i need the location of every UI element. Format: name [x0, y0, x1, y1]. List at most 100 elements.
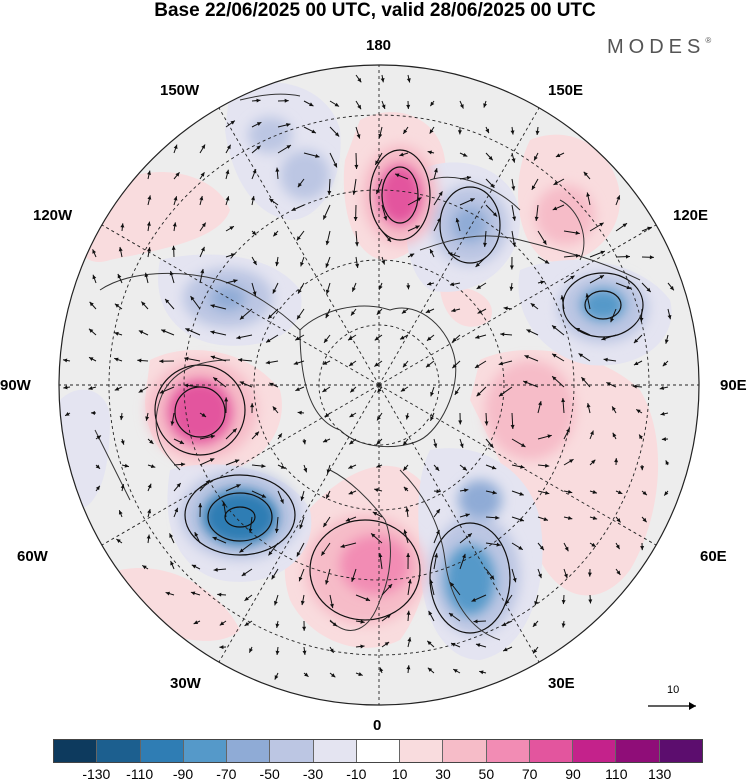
wind-vector-head	[311, 129, 316, 134]
wind-vector-head	[222, 501, 227, 506]
wind-vector-head	[291, 207, 296, 211]
wind-vector-head	[88, 386, 93, 390]
wind-vector-head	[210, 330, 215, 335]
wind-vector-head	[664, 491, 669, 496]
wind-vector-head	[374, 362, 379, 367]
wind-vector-head	[293, 361, 299, 365]
wind-vector-head	[435, 509, 440, 514]
wind-vector-head	[560, 295, 565, 300]
wind-vector-head	[407, 579, 412, 584]
wind-vector-head	[633, 338, 639, 344]
wind-vector-head	[509, 286, 514, 291]
wind-vector-head	[199, 195, 204, 201]
wind-vector-head	[325, 580, 329, 585]
wind-vector-head	[249, 648, 253, 653]
wind-vector-head	[662, 361, 668, 367]
wind-vector-head	[535, 130, 540, 135]
wind-vector-head	[530, 303, 536, 308]
lon-label-60w: 60W	[17, 548, 48, 565]
wind-vector-head	[120, 440, 125, 445]
wind-vector-head	[244, 596, 249, 601]
reference-vector-value: 10	[667, 684, 680, 696]
wind-vector-head	[588, 599, 593, 604]
wind-vector-head	[632, 384, 637, 389]
wind-vector-head	[406, 610, 411, 615]
wind-vector-head	[326, 469, 331, 474]
anomaly-area	[535, 185, 595, 245]
wind-vector-head	[333, 162, 337, 168]
colorbar-tick-label: -110	[126, 766, 154, 782]
wind-vector-head	[159, 389, 165, 394]
wind-vector-head	[570, 275, 575, 280]
anomaly-area	[340, 535, 410, 595]
wind-vector-head	[610, 317, 615, 323]
colorbar-tick-label: 50	[478, 766, 495, 782]
wind-vector-head	[459, 443, 464, 448]
lon-label-0: 0	[373, 717, 382, 734]
wind-vector-head	[165, 298, 170, 304]
wind-vector-head	[377, 388, 382, 393]
colorbar-swatch	[573, 740, 617, 762]
wind-vector-head	[161, 329, 166, 334]
wind-vector-head	[280, 464, 286, 469]
wind-vector-head	[376, 189, 380, 195]
colorbar-tick-label: -30	[302, 766, 324, 782]
wind-vector-head	[378, 285, 383, 290]
wind-vector-head	[372, 511, 378, 516]
wind-vector-head	[479, 670, 484, 675]
wind-vector-head	[379, 667, 384, 672]
wind-vector-head	[500, 332, 505, 337]
wind-vector-head	[117, 273, 122, 279]
wind-vector-head	[403, 440, 408, 446]
wind-vector-head	[498, 361, 504, 366]
wind-vector-head	[219, 645, 224, 650]
wind-vector-head	[251, 196, 255, 201]
wind-vector-head	[376, 463, 381, 468]
wind-vector-head	[230, 253, 236, 258]
wind-vector-head	[490, 183, 495, 188]
wind-vector-head	[376, 416, 381, 421]
anomaly-area	[581, 289, 625, 321]
wind-vector-head	[384, 641, 390, 646]
wind-vector-head	[459, 104, 464, 109]
wind-vector-head	[185, 328, 190, 332]
arrow-right-icon	[689, 702, 696, 710]
wind-vector-head	[437, 217, 441, 223]
anomaly-area	[440, 287, 492, 327]
colorbar-swatch	[529, 740, 574, 762]
wind-vector-head	[210, 304, 215, 309]
wind-vector-head	[120, 223, 125, 228]
wind-vector-head	[484, 421, 489, 426]
wind-vector-head	[296, 552, 301, 557]
wind-vector-head	[477, 309, 483, 314]
wind-vector-head	[358, 672, 363, 676]
wind-vector-head	[239, 315, 245, 320]
wind-vector-head	[118, 247, 123, 252]
wind-vector-head	[406, 78, 411, 83]
wind-vector-head	[332, 622, 338, 627]
wind-vector-head	[403, 486, 409, 492]
wind-vector-head	[585, 293, 590, 298]
wind-vector-head	[427, 640, 432, 646]
wind-vector-head	[241, 572, 247, 576]
wind-vector-head	[545, 463, 550, 468]
wind-vector-head	[256, 145, 261, 150]
wind-vector-head	[616, 570, 621, 575]
wind-vector-head	[325, 313, 330, 319]
wind-vector-head	[302, 650, 307, 655]
wind-vector-head	[378, 133, 383, 139]
wind-vector-head	[599, 275, 605, 279]
wind-vector-head	[485, 128, 489, 134]
wind-vector-head	[169, 270, 174, 276]
wind-vector-head	[200, 172, 205, 177]
colorbar-swatch	[140, 740, 184, 762]
wind-vector-head	[374, 488, 379, 492]
wind-vector-head	[376, 440, 381, 445]
wind-vector-head	[323, 522, 328, 528]
wind-vector-head	[357, 104, 362, 110]
wind-vector-head	[403, 129, 408, 134]
wind-vector-head	[116, 539, 121, 543]
wind-vector-head	[350, 388, 355, 393]
wind-vector-head	[298, 576, 303, 582]
wind-vector-head	[114, 386, 120, 391]
